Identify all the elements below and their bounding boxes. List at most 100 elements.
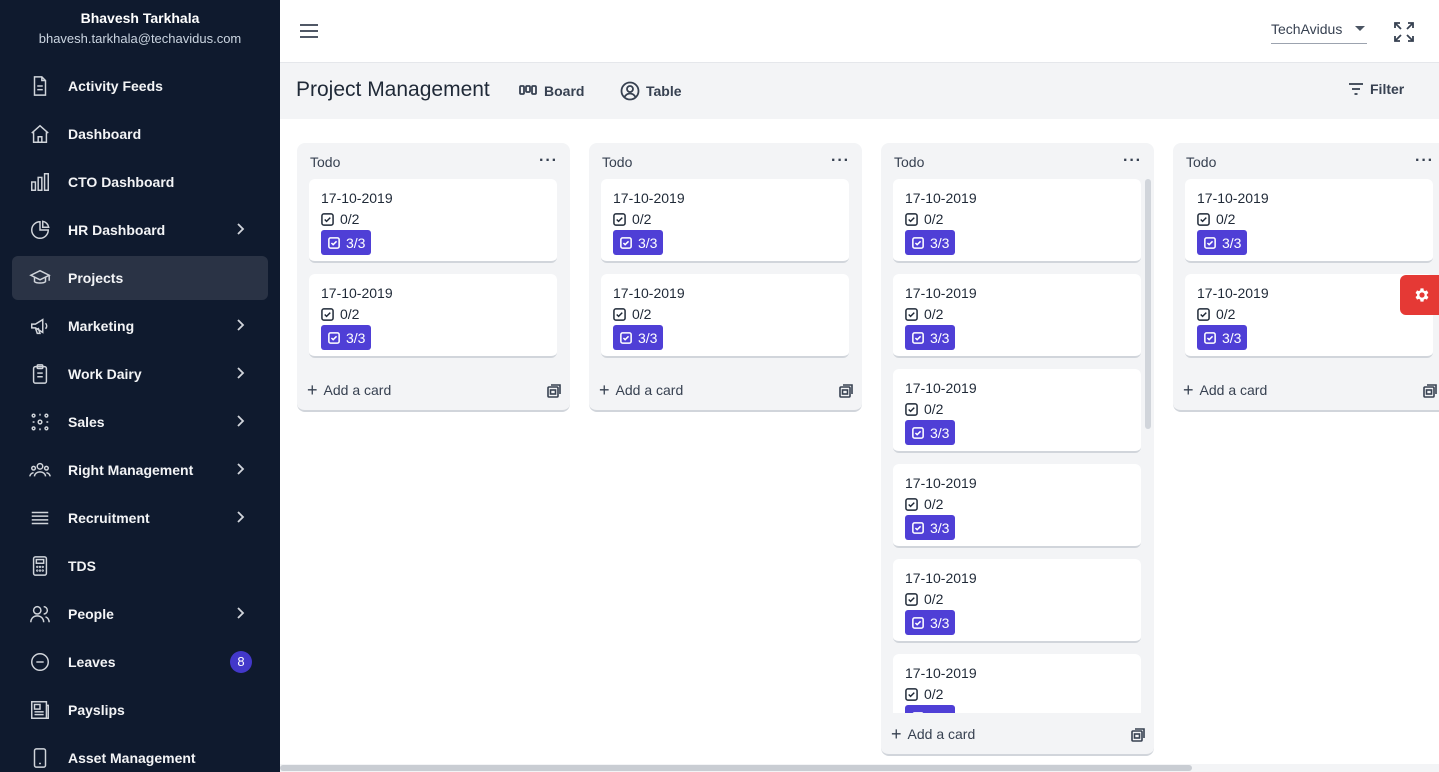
sidebar-item-label: Projects (68, 270, 124, 286)
task-card[interactable]: 17-10-2019 0/2 3/3 (309, 274, 557, 358)
card-date: 17-10-2019 (321, 190, 393, 206)
checklist-badge: 3/3 (905, 325, 955, 350)
checklist-count: 0/2 (340, 306, 360, 322)
gear-icon (1415, 288, 1429, 302)
plus-icon: + (1183, 380, 1194, 400)
chevron-right-icon (232, 413, 248, 429)
task-card[interactable]: 17-10-2019 0/2 3/3 (893, 654, 1141, 713)
column-more-icon[interactable]: ··· (831, 152, 850, 169)
task-card[interactable]: 17-10-2019 0/2 3/3 (893, 274, 1141, 358)
sidebar-item-sales[interactable]: Sales (12, 400, 268, 444)
task-card[interactable]: 17-10-2019 0/2 3/3 (893, 464, 1141, 548)
task-card[interactable]: 17-10-2019 0/2 3/3 (601, 274, 849, 358)
task-card[interactable]: 17-10-2019 0/2 3/3 (893, 559, 1141, 643)
card-date: 17-10-2019 (905, 190, 977, 206)
sidebar-item-recruitment[interactable]: Recruitment (12, 496, 268, 540)
horizontal-scrollbar[interactable] (280, 764, 1439, 772)
checklist-badge-count: 3/3 (1222, 234, 1242, 251)
sidebar-item-asset-management[interactable]: Asset Management (12, 736, 268, 772)
card-checklist: 0/2 (905, 496, 943, 512)
sidebar-item-payslips[interactable]: Payslips (12, 688, 268, 732)
board-view-button[interactable]: Board (518, 81, 584, 101)
card-date: 17-10-2019 (1197, 285, 1269, 301)
sidebar-item-right-management[interactable]: Right Management (12, 448, 268, 492)
card-checklist: 0/2 (1197, 306, 1235, 322)
add-card-label: Add a card (615, 382, 684, 398)
column-more-icon[interactable]: ··· (1123, 152, 1142, 169)
card-template-icon[interactable] (839, 384, 853, 398)
task-card[interactable]: 17-10-2019 0/2 3/3 (1185, 179, 1433, 263)
card-date: 17-10-2019 (613, 190, 685, 206)
page-title: Project Management (296, 78, 490, 101)
checklist-count: 0/2 (924, 211, 944, 227)
people-icon (28, 602, 52, 626)
table-view-label: Table (646, 83, 682, 99)
card-checklist: 0/2 (905, 591, 943, 607)
column-more-icon[interactable]: ··· (539, 152, 558, 169)
chevron-right-icon (232, 221, 248, 237)
add-card-button[interactable]: + Add a card (891, 725, 975, 743)
task-card[interactable]: 17-10-2019 0/2 3/3 (601, 179, 849, 263)
sidebar-item-activity-feeds[interactable]: Activity Feeds (12, 64, 268, 108)
column-scrollbar[interactable] (1145, 179, 1151, 429)
checklist-count: 0/2 (1216, 211, 1236, 227)
checkbox-icon (912, 711, 930, 713)
sidebar-item-people[interactable]: People (12, 592, 268, 636)
board-column: Todo ··· 17-10-2019 0/2 3/3 17-10-2019 0/2 3/3 +… (589, 143, 862, 412)
sidebar-item-work-dairy[interactable]: Work Dairy (12, 352, 268, 396)
card-date: 17-10-2019 (613, 285, 685, 301)
sidebar-item-cto-dashboard[interactable]: CTO Dashboard (12, 160, 268, 204)
sidebar-item-marketing[interactable]: Marketing (12, 304, 268, 348)
card-date: 17-10-2019 (905, 570, 977, 586)
sidebar-nav: Activity Feeds Dashboard CTO Dashboard HR D… (0, 60, 280, 772)
card-checklist: 0/2 (1197, 211, 1235, 227)
sidebar-item-label: Recruitment (68, 510, 150, 526)
add-card-button[interactable]: + Add a card (1183, 380, 1267, 400)
filter-button[interactable]: Filter (1348, 81, 1404, 97)
sidebar-item-label: Leaves (68, 654, 116, 670)
checklist-badge: 3/3 (321, 325, 371, 350)
task-card[interactable]: 17-10-2019 0/2 3/3 (893, 369, 1141, 453)
card-list: 17-10-2019 0/2 3/3 17-10-2019 0/2 3/3 (309, 179, 557, 369)
filter-label: Filter (1370, 81, 1405, 97)
settings-fab[interactable] (1400, 275, 1439, 315)
task-card[interactable]: 17-10-2019 0/2 3/3 (1185, 274, 1433, 358)
card-template-icon[interactable] (1131, 728, 1145, 742)
card-list: 17-10-2019 0/2 3/3 17-10-2019 0/2 3/3 (1185, 179, 1433, 369)
checklist-badge: 3/3 (1197, 230, 1247, 255)
column-title: Todo (1186, 154, 1217, 170)
hamburger-menu-icon[interactable] (298, 20, 320, 42)
card-date: 17-10-2019 (1197, 190, 1269, 206)
add-card-button[interactable]: + Add a card (307, 381, 391, 399)
sidebar-item-hr-dashboard[interactable]: HR Dashboard (12, 208, 268, 252)
fullscreen-icon[interactable] (1393, 21, 1415, 43)
sidebar-item-dashboard[interactable]: Dashboard (12, 112, 268, 156)
checklist-count: 0/2 (924, 496, 944, 512)
sidebar-item-tds[interactable]: TDS (12, 544, 268, 588)
checkbox-icon (620, 331, 638, 344)
checkbox-icon (905, 497, 924, 511)
sidebar-item-projects[interactable]: Projects (12, 256, 268, 300)
minus-circle-icon (28, 650, 52, 674)
task-card[interactable]: 17-10-2019 0/2 3/3 (309, 179, 557, 263)
chevron-right-icon (232, 461, 248, 477)
checkbox-icon (328, 236, 346, 249)
add-card-button[interactable]: + Add a card (599, 381, 684, 399)
task-card[interactable]: 17-10-2019 0/2 3/3 (893, 179, 1141, 263)
table-view-button[interactable]: Table (620, 81, 682, 101)
sidebar-item-leaves[interactable]: Leaves 8 (12, 640, 268, 684)
scrollbar-thumb[interactable] (280, 765, 1192, 771)
organization-select[interactable]: TechAvidus (1271, 16, 1367, 44)
home-icon (28, 122, 52, 146)
checklist-badge: 3/3 (905, 230, 955, 255)
card-template-icon[interactable] (547, 384, 561, 398)
organization-value: TechAvidus (1271, 21, 1343, 37)
card-checklist: 0/2 (613, 306, 651, 322)
sidebar-item-label: Marketing (68, 318, 135, 334)
checkbox-icon (905, 687, 924, 701)
column-more-icon[interactable]: ··· (1415, 152, 1434, 169)
card-template-icon[interactable] (1423, 384, 1437, 398)
checkbox-icon (905, 212, 924, 226)
checkbox-icon (321, 212, 340, 226)
checkbox-icon (613, 307, 632, 321)
